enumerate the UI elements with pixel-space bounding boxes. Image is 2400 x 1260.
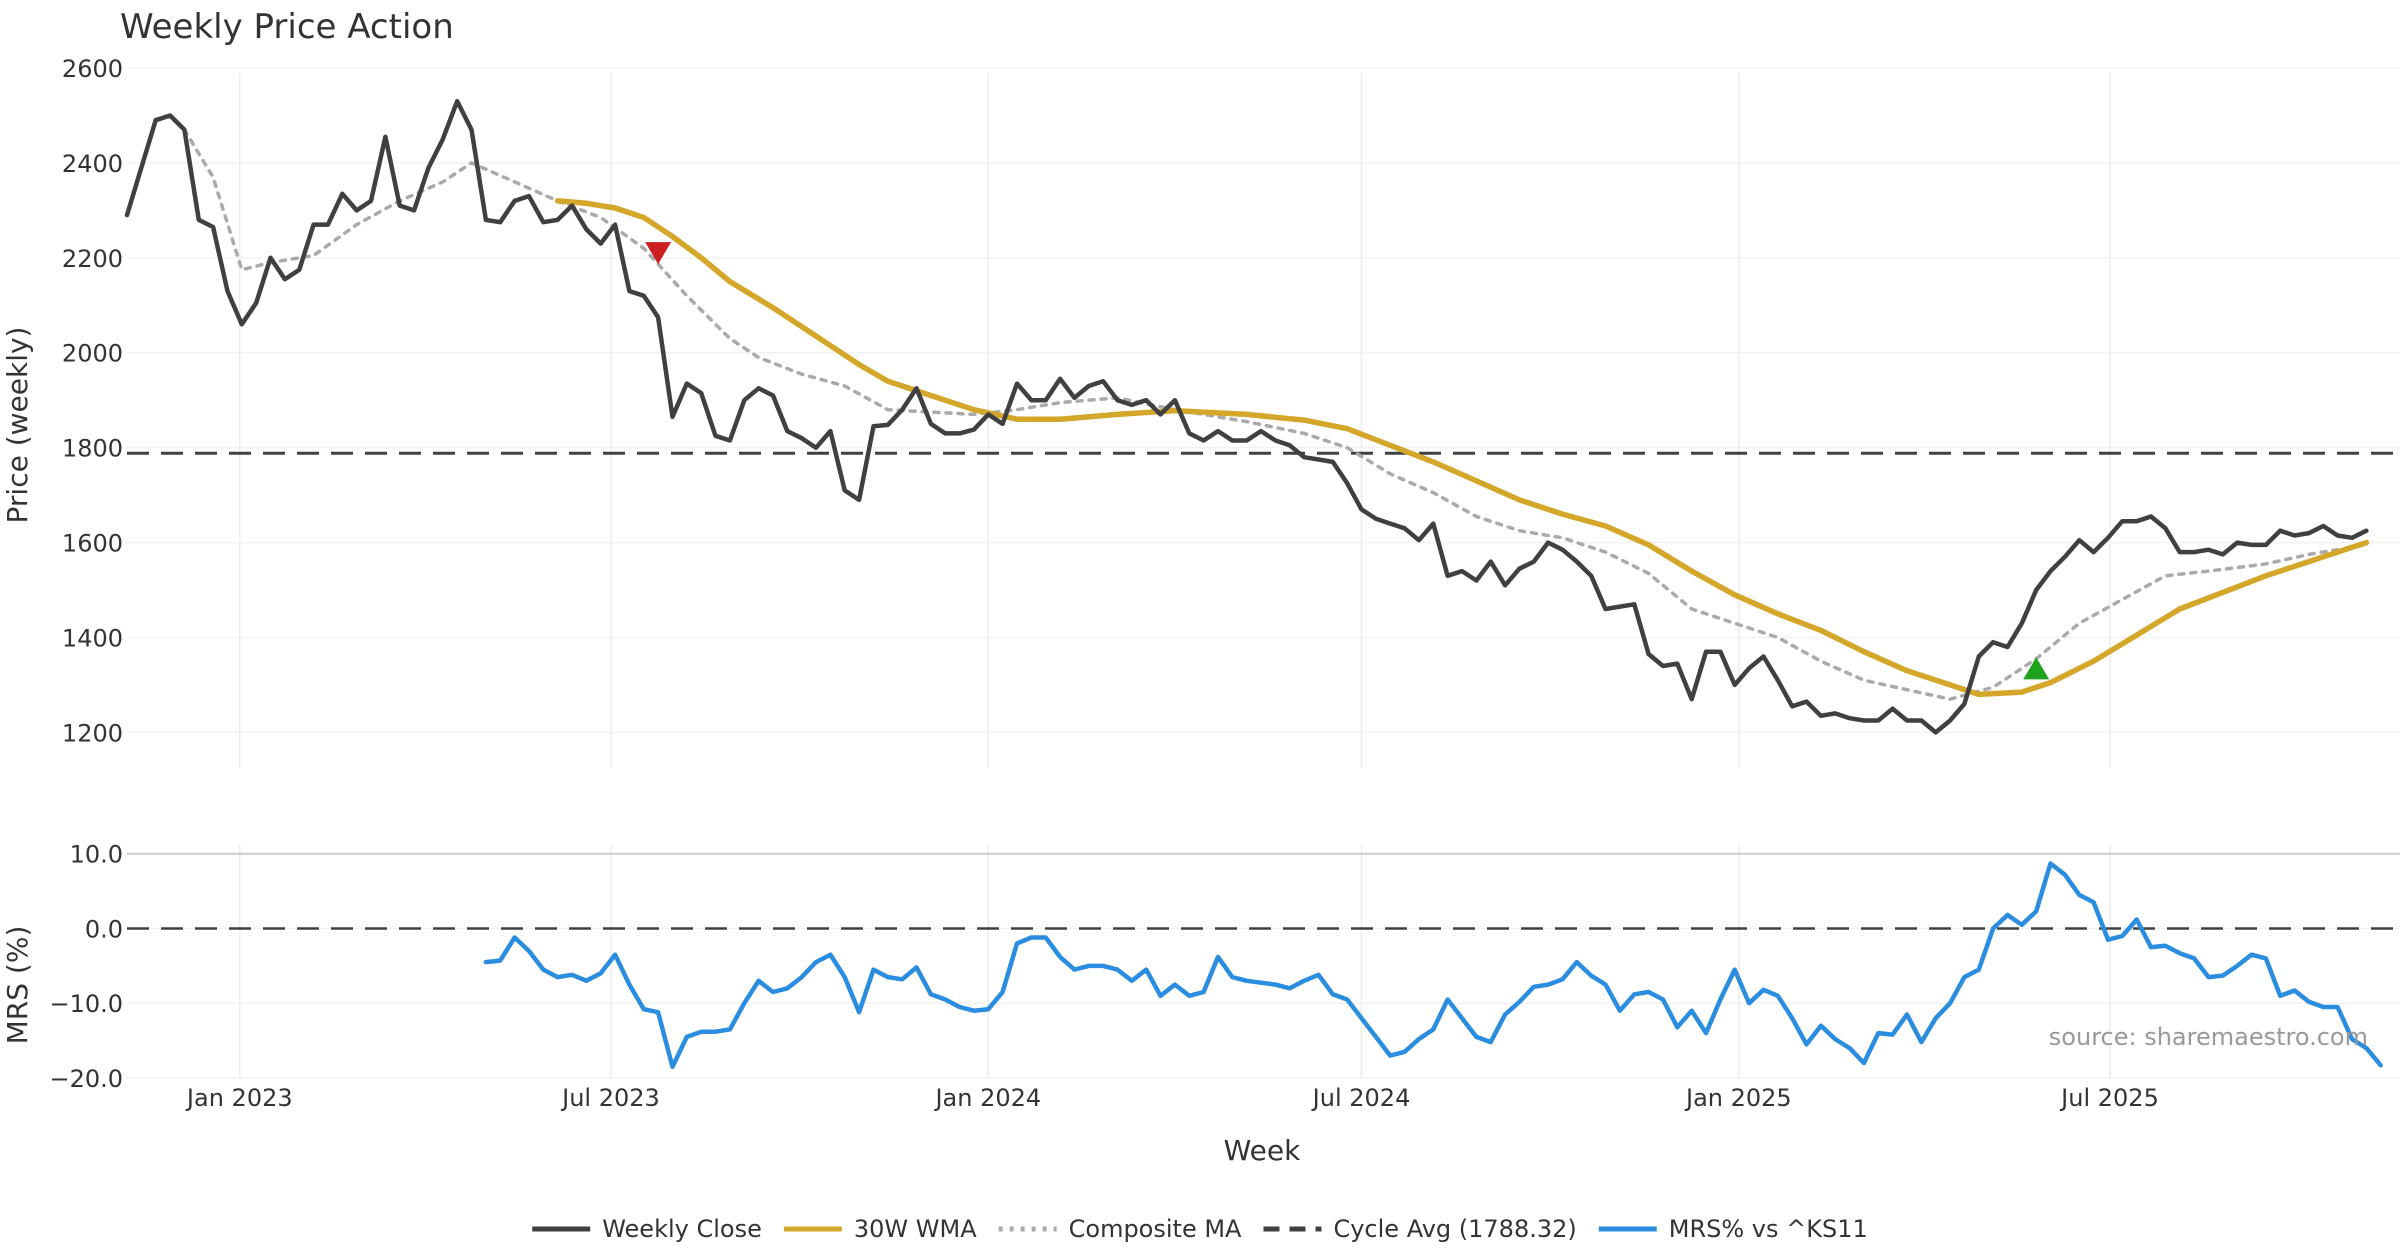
price-tick-label: 1200 <box>62 719 123 747</box>
legend: Weekly Close 30W WMA Composite MA Cycle Avg… <box>532 1215 1868 1243</box>
mrs-tick-label: −10.0 <box>49 990 123 1018</box>
grid-lines <box>127 67 2400 1079</box>
legend-label-30w-wma: 30W WMA <box>854 1215 977 1243</box>
legend-label-mrs-vs-ks11: MRS% vs ^KS11 <box>1669 1215 1868 1243</box>
mrs-tick-label: 0.0 <box>85 915 123 943</box>
price-tick-label: 1800 <box>62 435 123 463</box>
source-note: source: sharemaestro.com <box>2049 1023 2368 1051</box>
price-tick-label: 1400 <box>62 624 123 652</box>
series-lines <box>124 98 2383 1070</box>
series-composite-ma <box>182 127 2369 701</box>
x-tick-label: Jul 2025 <box>2059 1084 2159 1112</box>
x-tick-label: Jan 2024 <box>933 1084 1041 1112</box>
reference-lines <box>127 451 2400 930</box>
price-tick-label: 2400 <box>62 150 123 178</box>
legend-label-cycle-avg-1788-32: Cycle Avg (1788.32) <box>1333 1215 1576 1243</box>
buy-signal-marker <box>2023 657 2050 680</box>
price-axis-title: Price (weekly) <box>1 327 34 524</box>
price-tick-label: 2600 <box>62 55 123 83</box>
price-tick-label: 2000 <box>62 340 123 368</box>
mrs-tick-label: 10.0 <box>70 841 123 869</box>
series-weekly-close <box>124 98 2369 735</box>
mrs-axis-title: MRS (%) <box>1 926 34 1045</box>
mrs-tick-label: −20.0 <box>49 1065 123 1093</box>
x-tick-label: Jan 2025 <box>1684 1084 1792 1112</box>
x-tick-label: Jul 2024 <box>1311 1084 1411 1112</box>
series-mrs-vs-ks11 <box>483 861 2383 1070</box>
legend-label-composite-ma: Composite MA <box>1069 1215 1242 1243</box>
chart-title: Weekly Price Action <box>120 7 454 47</box>
price-tick-label: 1600 <box>62 530 123 558</box>
series-30w-wma <box>554 198 2370 698</box>
signal-markers <box>645 242 2050 680</box>
x-tick-label: Jul 2023 <box>560 1084 660 1112</box>
legend-label-weekly-close: Weekly Close <box>602 1215 762 1243</box>
sell-signal-marker <box>645 242 672 265</box>
x-tick-label: Jan 2023 <box>185 1084 293 1112</box>
x-axis-title: Week <box>1224 1134 1301 1167</box>
price-tick-label: 2200 <box>62 245 123 273</box>
axis-labels: Jan 2023 Jul 2023 Jan 2024 Jul 2024 Jan 2025… <box>49 55 2158 1112</box>
